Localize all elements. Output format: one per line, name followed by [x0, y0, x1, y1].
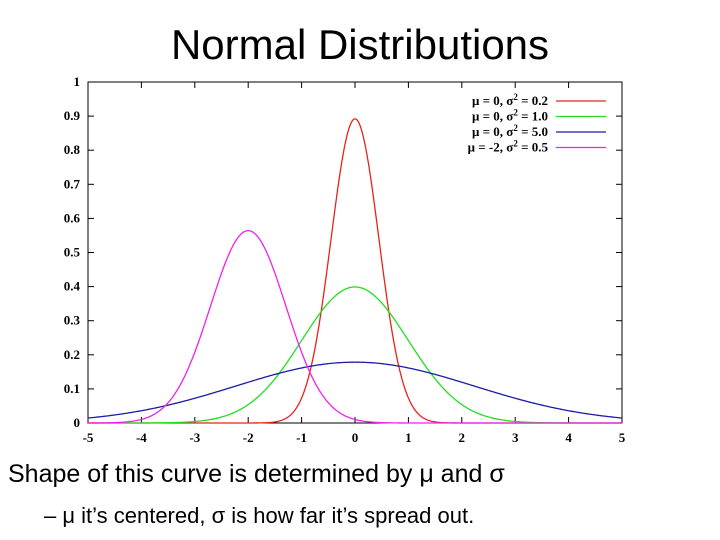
chart-axes: -5 -4 -3 -2 -1 0 1 2 3 4 5 0 0.1 0.2 0.3 0.4 0.5 0.6 0.7 0.…	[64, 74, 626, 445]
legend-label-3: μ = -2, σ2 = 0.5	[468, 139, 549, 155]
legend-label-0: μ = 0, σ2 = 0.2	[472, 92, 548, 108]
legend-label-2: μ = 0, σ2 = 5.0	[472, 123, 548, 139]
x-tick-label: 4	[565, 430, 572, 445]
y-tick-label: 0.6	[64, 210, 81, 225]
x-tick-label: -4	[136, 430, 147, 445]
chart-legend: μ = 0, σ2 = 0.2μ = 0, σ2 = 1.0μ = 0, σ2 …	[468, 92, 606, 155]
chart-curves	[87, 118, 623, 424]
y-tick-label: 0.2	[64, 347, 80, 362]
bullet-main: Shape of this curve is determined by μ a…	[8, 460, 505, 488]
x-tick-label: -3	[189, 430, 200, 445]
y-tick-label: 0	[74, 415, 81, 430]
y-tick-label: 1	[74, 74, 81, 89]
y-tick-label: 0.7	[64, 176, 81, 191]
series-line-3	[87, 229, 622, 424]
y-tick-label: 0.1	[64, 381, 80, 396]
y-tick-label: 0.5	[64, 245, 81, 260]
slide-title: Normal Distributions	[170, 21, 550, 68]
y-tick-label: 0.3	[64, 313, 81, 328]
x-tick-label: -2	[243, 430, 254, 445]
x-tick-label: -1	[296, 430, 307, 445]
x-tick-label: 1	[405, 430, 412, 445]
x-tick-label: 5	[619, 430, 626, 445]
x-tick-label: 0	[352, 430, 359, 445]
x-tick-label: 2	[459, 430, 466, 445]
x-tick-label: -5	[83, 430, 94, 445]
series-line-2	[87, 361, 623, 419]
x-tick-label: 3	[512, 430, 519, 445]
bullet-sub: – μ it’s centered, σ is how far it’s spr…	[44, 503, 475, 528]
y-tick-label: 0.9	[64, 108, 81, 123]
y-tick-label: 0.8	[64, 142, 81, 157]
y-tick-label: 0.4	[64, 279, 81, 294]
series-line-0	[88, 118, 622, 424]
legend-label-1: μ = 0, σ2 = 1.0	[472, 108, 548, 124]
